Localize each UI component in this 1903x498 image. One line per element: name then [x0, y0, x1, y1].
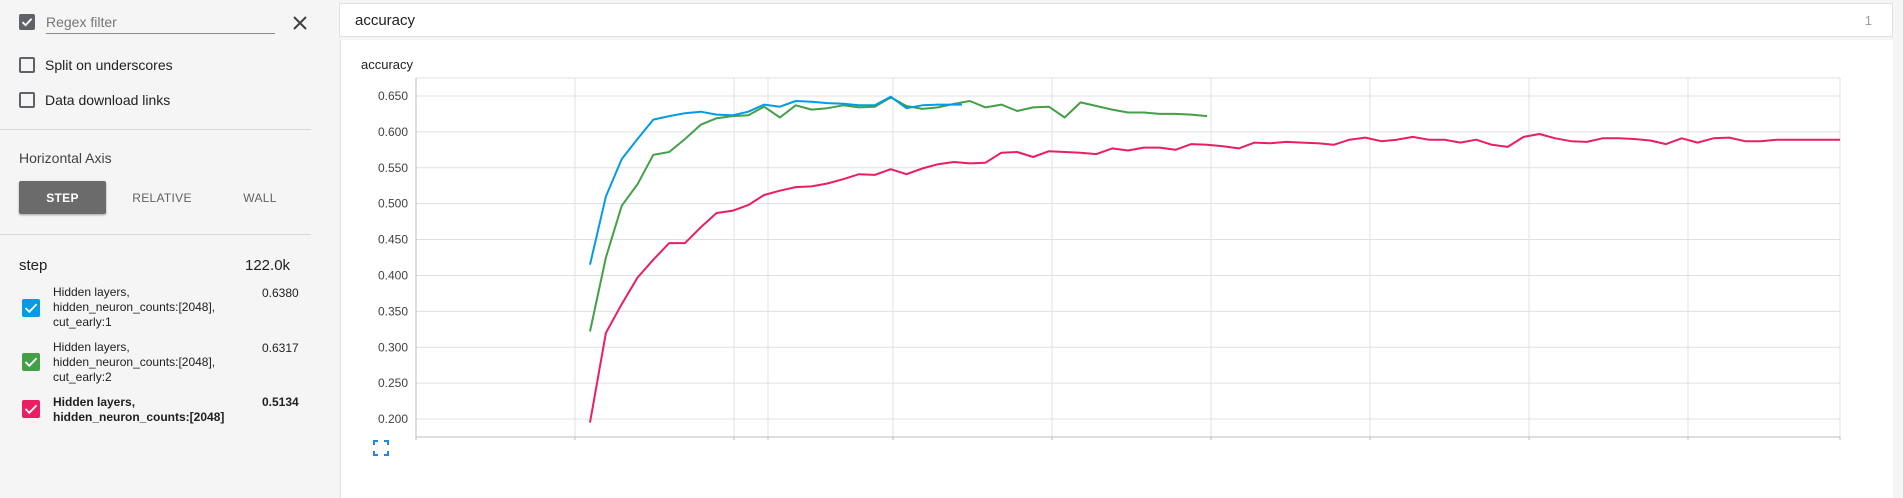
run-name: Hidden layers, hidden_neuron_counts:[204…: [53, 285, 216, 329]
y-tick-label: 0.300: [378, 340, 408, 354]
horizontal-axis-title: Horizontal Axis: [19, 150, 112, 166]
chart-title: accuracy: [361, 57, 414, 72]
checkmark-icon: [24, 357, 38, 368]
axis-step-button[interactable]: STEP: [19, 181, 106, 214]
regex-checkbox[interactable]: [19, 14, 35, 30]
regex-filter-input[interactable]: [46, 11, 275, 34]
axis-relative-button[interactable]: RELATIVE: [132, 190, 192, 205]
chart-card: accuracy 0.200 0.250 0.300 0.350 0.400 0.450 0…: [340, 40, 1893, 498]
y-tick-label: 0.450: [378, 233, 408, 247]
y-tick-label: 0.500: [378, 197, 408, 211]
run-checkbox[interactable]: [22, 400, 40, 418]
split-underscores-checkbox[interactable]: [19, 57, 35, 73]
sidebar: Split on underscores Data download links…: [0, 0, 333, 498]
divider: [0, 129, 311, 130]
divider: [0, 234, 311, 235]
run-checkbox[interactable]: [22, 299, 40, 317]
run-name: Hidden layers, hidden_neuron_counts:[204…: [53, 395, 225, 424]
series-line: [589, 95, 962, 265]
series-line: [589, 133, 1840, 423]
accuracy-chart[interactable]: 0.200 0.250 0.300 0.350 0.400 0.450 0.500 0.550…: [341, 40, 1894, 440]
step-label: step: [19, 257, 48, 274]
y-tick-label: 0.400: [378, 268, 408, 282]
run-value: 0.6380: [262, 286, 299, 300]
run-value: 0.6317: [262, 341, 299, 355]
checkmark-icon: [21, 18, 33, 27]
checkmark-icon: [24, 404, 38, 415]
data-download-label: Data download links: [45, 92, 171, 108]
y-tick-label: 0.200: [378, 412, 408, 426]
step-value: 122.0k: [245, 257, 291, 274]
y-tick-label: 0.600: [378, 125, 408, 139]
y-tick-label: 0.350: [378, 304, 408, 318]
y-tick-label: 0.550: [378, 161, 408, 175]
y-tick-label: 0.650: [378, 89, 408, 103]
tag-group-count: 1: [1864, 13, 1872, 28]
split-underscores-label: Split on underscores: [45, 57, 173, 73]
y-tick-label: 0.250: [378, 376, 408, 390]
run-value: 0.5134: [262, 395, 299, 409]
tag-group-header[interactable]: accuracy 1: [339, 3, 1893, 37]
axis-wall-button[interactable]: WALL: [243, 190, 277, 205]
data-download-checkbox[interactable]: [19, 92, 35, 108]
run-checkbox[interactable]: [22, 353, 40, 371]
run-name: Hidden layers, hidden_neuron_counts:[204…: [53, 340, 216, 384]
close-icon[interactable]: [290, 13, 310, 33]
series-line: [589, 96, 1208, 332]
checkmark-icon: [24, 303, 38, 314]
expand-icon[interactable]: [373, 440, 389, 456]
tag-group-title: accuracy: [355, 12, 416, 29]
